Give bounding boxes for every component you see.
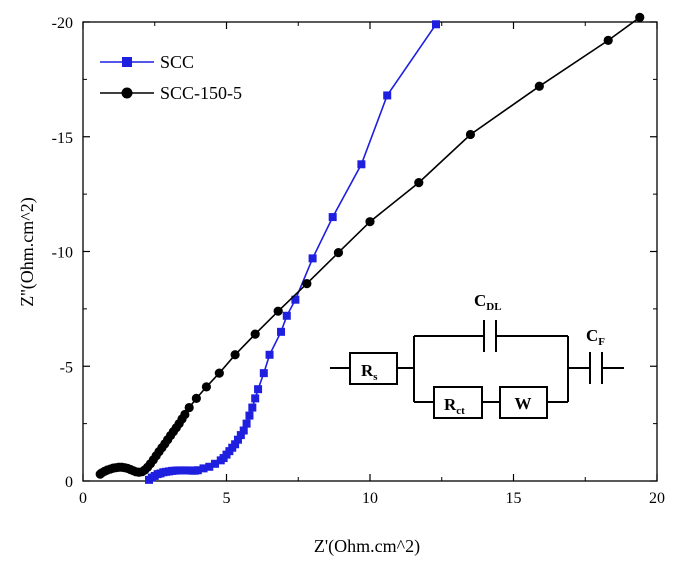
data-point-scc-150-5	[201, 382, 212, 392]
data-point-scc	[236, 431, 245, 440]
data-point-scc-150-5	[534, 81, 544, 91]
legend-label-scc-150-5: SCC-150-5	[160, 83, 242, 103]
x-tick-label: 5	[223, 490, 231, 507]
data-point-scc	[277, 327, 286, 336]
y-tick-label: -10	[52, 245, 73, 262]
data-point-scc	[259, 369, 268, 378]
legend-marker-scc	[122, 57, 132, 67]
data-point-scc	[193, 466, 202, 475]
data-point-scc	[291, 295, 300, 304]
x-tick-label: 20	[649, 490, 665, 507]
data-point-scc	[383, 91, 392, 100]
y-tick-label: -15	[52, 130, 73, 147]
cf-label: CF	[586, 326, 605, 348]
rs-label: Rs	[361, 361, 378, 383]
series-scc	[145, 20, 441, 484]
data-point-scc	[233, 435, 242, 444]
data-point-scc	[199, 464, 208, 473]
data-point-scc	[357, 160, 366, 169]
legend-marker-scc-150-5	[121, 87, 133, 99]
data-point-scc-150-5	[184, 402, 194, 413]
data-point-scc	[328, 213, 337, 222]
data-point-scc-150-5	[180, 409, 190, 420]
data-point-scc-150-5	[214, 368, 224, 378]
data-point-scc	[211, 459, 220, 468]
data-point-scc-150-5	[230, 350, 240, 360]
data-point-scc	[254, 385, 263, 394]
data-point-scc-150-5	[365, 217, 375, 227]
x-tick-label: 10	[362, 490, 378, 507]
data-point-scc	[231, 440, 240, 449]
axis-ticks: 0 5 10 15 20 0 -5 -10 -15 -20	[52, 15, 665, 507]
rct-label: Rct	[444, 395, 465, 417]
circuit-labels: Rs CDL Rct W CF	[361, 291, 605, 417]
w-label: W	[515, 394, 532, 413]
x-tick-label: 0	[79, 490, 87, 507]
data-point-scc-150-5	[414, 178, 424, 188]
cdl-label: CDL	[474, 291, 502, 313]
data-point-scc-150-5	[191, 393, 201, 403]
data-point-scc-150-5	[333, 248, 344, 258]
data-point-scc	[248, 403, 257, 412]
data-point-scc-150-5	[635, 12, 645, 23]
data-point-scc	[205, 462, 214, 471]
y-tick-label: 0	[65, 474, 73, 491]
y-axis-label: Z''(Ohm.cm^2)	[17, 197, 38, 306]
data-point-scc-150-5	[273, 306, 283, 316]
data-point-scc	[242, 419, 251, 428]
data-point-scc	[308, 254, 317, 263]
data-point-scc	[265, 350, 274, 359]
series-layer	[95, 12, 645, 484]
warburg-element	[499, 386, 548, 419]
data-point-scc-150-5	[465, 129, 476, 140]
y-tick-label: -5	[60, 359, 73, 376]
x-tick-label: 15	[506, 490, 522, 507]
data-point-scc-150-5	[302, 279, 312, 289]
data-point-scc	[251, 394, 260, 403]
equivalent-circuit	[330, 320, 624, 419]
data-point-scc	[432, 20, 441, 29]
legend: SCC SCC-150-5	[100, 52, 242, 103]
x-axis-label: Z'(Ohm.cm^2)	[314, 536, 420, 557]
data-point-scc-150-5	[250, 329, 260, 339]
data-point-scc	[245, 411, 254, 420]
data-point-scc	[239, 426, 248, 435]
data-point-scc	[282, 311, 291, 320]
y-tick-label: -20	[52, 15, 73, 32]
legend-label-scc: SCC	[160, 52, 194, 72]
data-point-scc-150-5	[603, 35, 613, 45]
series-scc-150-5	[95, 12, 645, 479]
